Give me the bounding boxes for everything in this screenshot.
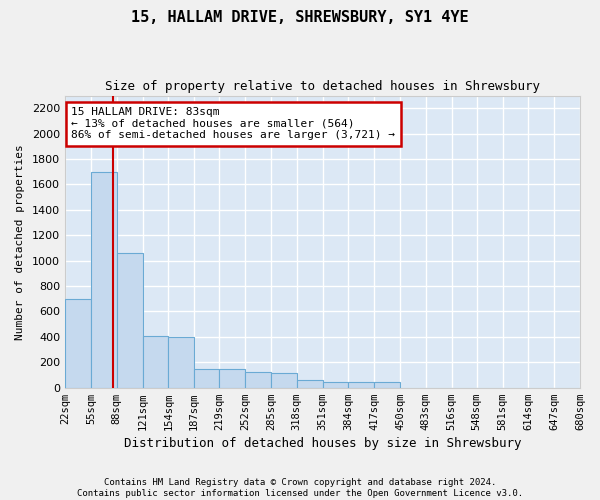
Bar <box>245 372 271 388</box>
Text: Contains HM Land Registry data © Crown copyright and database right 2024.
Contai: Contains HM Land Registry data © Crown c… <box>77 478 523 498</box>
Bar <box>374 382 400 388</box>
Title: Size of property relative to detached houses in Shrewsbury: Size of property relative to detached ho… <box>105 80 540 93</box>
Y-axis label: Number of detached properties: Number of detached properties <box>15 144 25 340</box>
Bar <box>65 299 91 388</box>
Bar <box>271 373 297 388</box>
Bar <box>297 380 323 388</box>
Bar <box>349 382 374 388</box>
Bar <box>117 253 143 388</box>
Bar <box>91 172 117 388</box>
X-axis label: Distribution of detached houses by size in Shrewsbury: Distribution of detached houses by size … <box>124 437 521 450</box>
Bar <box>219 370 245 388</box>
Text: 15 HALLAM DRIVE: 83sqm
← 13% of detached houses are smaller (564)
86% of semi-de: 15 HALLAM DRIVE: 83sqm ← 13% of detached… <box>71 107 395 140</box>
Bar <box>169 337 194 388</box>
Bar <box>194 370 219 388</box>
Text: 15, HALLAM DRIVE, SHREWSBURY, SY1 4YE: 15, HALLAM DRIVE, SHREWSBURY, SY1 4YE <box>131 10 469 25</box>
Bar <box>143 336 169 388</box>
Bar <box>323 382 349 388</box>
